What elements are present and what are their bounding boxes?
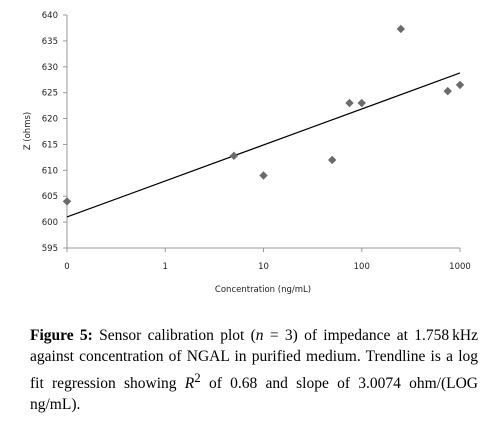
caption-text-3: of 0.68 and slope of 3.0074 ohm/(LOG ng/… bbox=[30, 375, 478, 414]
y-tick-label: 640 bbox=[42, 11, 58, 21]
y-tick-label: 615 bbox=[42, 140, 58, 150]
y-tick-label: 635 bbox=[42, 37, 58, 47]
x-axis-title: Concentration (ng/mL) bbox=[215, 285, 311, 295]
y-axis-title: Z (ohms) bbox=[23, 112, 33, 150]
data-point bbox=[357, 98, 366, 108]
calibration-chart: 640 635 630 625 620 615 610 605 600 595 0 1 10 100 10… bbox=[23, 11, 471, 295]
caption-label: Figure 5: bbox=[30, 327, 93, 344]
caption-text-2: = 3) of impedance at 1.758 kHz against c… bbox=[30, 327, 478, 393]
x-tick-label: 0 bbox=[64, 262, 69, 272]
data-point bbox=[62, 197, 72, 206]
data-point bbox=[229, 151, 239, 161]
caption-text-1: Sensor calibration plot ( bbox=[92, 327, 256, 344]
x-tick-label: 10 bbox=[258, 262, 269, 272]
caption-r-superscript: 2 bbox=[194, 370, 201, 385]
x-tick-label: 100 bbox=[354, 262, 370, 272]
y-tick-label: 625 bbox=[42, 89, 58, 99]
caption-r-symbol: R bbox=[184, 375, 195, 393]
data-points bbox=[62, 24, 465, 206]
trendline bbox=[66, 72, 461, 218]
data-point bbox=[327, 155, 337, 165]
y-tick-label: 630 bbox=[42, 63, 58, 73]
y-tick-label: 620 bbox=[42, 115, 58, 125]
y-tick-labels: 640 635 630 625 620 615 610 605 600 595 bbox=[42, 11, 67, 254]
figure-caption: Figure 5: Sensor calibration plot (n = 3… bbox=[30, 325, 478, 415]
data-point bbox=[455, 80, 465, 90]
x-tick-labels: 0 1 10 100 1000 bbox=[64, 248, 471, 272]
data-point bbox=[345, 98, 354, 108]
y-tick-label: 605 bbox=[42, 192, 58, 202]
x-tick-label: 1 bbox=[163, 262, 168, 272]
x-tick-label: 1000 bbox=[449, 262, 471, 272]
caption-n-symbol: n bbox=[255, 327, 264, 344]
data-point bbox=[396, 24, 406, 34]
data-point bbox=[443, 86, 452, 96]
y-tick-label: 595 bbox=[42, 244, 58, 254]
y-tick-label: 600 bbox=[42, 218, 58, 228]
y-tick-label: 610 bbox=[42, 166, 58, 176]
data-point bbox=[259, 171, 268, 180]
